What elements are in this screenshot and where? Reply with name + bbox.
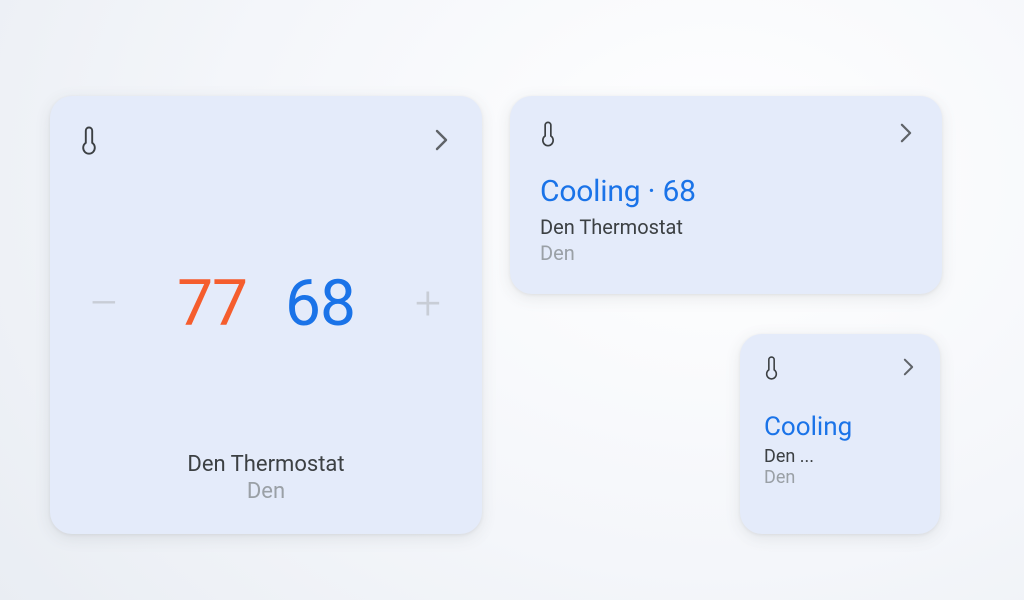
setpoint-controls: – 77 68 + [80,156,452,452]
thermometer-icon [540,120,556,147]
chevron-right-icon [900,123,912,143]
status-text: Cooling · 68 [540,174,916,209]
heat-setpoint: 77 [177,272,247,336]
open-details-button[interactable] [431,125,452,155]
thermostat-card-large[interactable]: – 77 68 + Den Thermostat Den [50,96,482,534]
device-name: Den Thermostat [540,215,916,239]
thermostat-card-small[interactable]: Cooling Den ... Den [740,334,940,534]
increase-button[interactable]: + [408,281,448,327]
thermostat-card-wide[interactable]: Cooling · 68 Den Thermostat Den [510,96,942,294]
decrease-button[interactable]: – [84,281,124,327]
open-details-button[interactable] [899,354,918,380]
open-details-button[interactable] [896,119,916,147]
card-body: Cooling · 68 Den Thermostat Den [540,174,916,265]
cool-setpoint: 68 [285,272,355,336]
chevron-right-icon [435,129,448,151]
status-text: Cooling [764,412,918,442]
thermometer-icon [80,125,98,155]
chevron-right-icon [903,358,914,376]
room-name: Den [540,241,916,265]
card-body: Cooling Den ... Den [764,412,918,488]
card-header [540,118,916,148]
thermometer-icon [764,355,779,380]
room-name: Den [764,467,918,488]
device-name: Den Thermostat [80,452,452,477]
room-name: Den [80,479,452,504]
setpoint-values: 77 68 [177,272,355,336]
card-footer: Den Thermostat Den [80,452,452,510]
device-name: Den ... [764,446,918,467]
card-header [80,124,452,156]
card-header [764,354,918,380]
